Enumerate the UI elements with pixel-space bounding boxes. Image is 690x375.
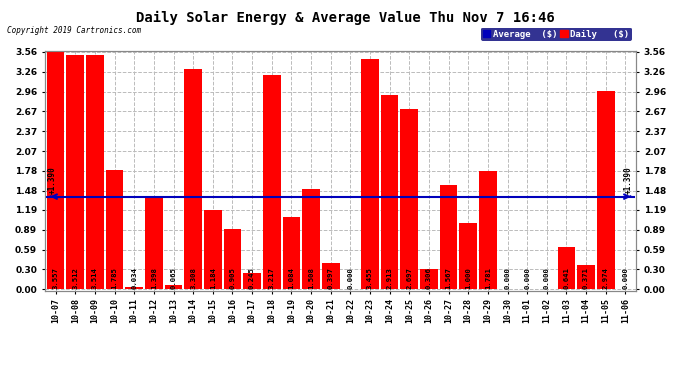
Bar bbox=[460, 223, 477, 289]
Text: +1.390: +1.390 bbox=[48, 166, 57, 194]
Text: 3.557: 3.557 bbox=[52, 267, 59, 289]
Text: 0.371: 0.371 bbox=[583, 267, 589, 289]
Bar bbox=[224, 229, 241, 289]
Bar bbox=[66, 55, 84, 289]
Text: 1.398: 1.398 bbox=[151, 267, 157, 289]
Bar bbox=[361, 59, 379, 289]
Bar bbox=[244, 273, 261, 289]
Text: 3.512: 3.512 bbox=[72, 267, 78, 289]
Bar bbox=[263, 75, 281, 289]
Bar bbox=[86, 55, 104, 289]
Text: 0.905: 0.905 bbox=[230, 267, 235, 289]
Bar bbox=[420, 269, 437, 289]
Text: 1.785: 1.785 bbox=[112, 267, 117, 289]
Bar bbox=[283, 217, 300, 289]
Text: 0.000: 0.000 bbox=[544, 267, 550, 289]
Bar bbox=[440, 185, 457, 289]
Text: 3.455: 3.455 bbox=[367, 267, 373, 289]
Text: 2.974: 2.974 bbox=[603, 267, 609, 289]
Bar bbox=[126, 287, 143, 289]
Text: 1.000: 1.000 bbox=[465, 267, 471, 289]
Text: Copyright 2019 Cartronics.com: Copyright 2019 Cartronics.com bbox=[7, 26, 141, 35]
Bar bbox=[400, 110, 418, 289]
Bar bbox=[381, 95, 398, 289]
Text: 1.084: 1.084 bbox=[288, 267, 295, 289]
Bar bbox=[578, 264, 595, 289]
Text: 1.184: 1.184 bbox=[210, 267, 216, 289]
Legend: Average  ($), Daily   ($): Average ($), Daily ($) bbox=[481, 27, 631, 41]
Bar bbox=[47, 52, 64, 289]
Bar bbox=[479, 171, 497, 289]
Text: 0.245: 0.245 bbox=[249, 267, 255, 289]
Text: 0.000: 0.000 bbox=[504, 267, 511, 289]
Bar bbox=[302, 189, 320, 289]
Bar bbox=[558, 246, 575, 289]
Bar bbox=[106, 170, 124, 289]
Text: 1.781: 1.781 bbox=[485, 267, 491, 289]
Bar bbox=[165, 285, 182, 289]
Text: 3.217: 3.217 bbox=[269, 267, 275, 289]
Text: 1.567: 1.567 bbox=[446, 267, 451, 289]
Text: 3.308: 3.308 bbox=[190, 267, 196, 289]
Text: 0.000: 0.000 bbox=[524, 267, 530, 289]
Text: 0.065: 0.065 bbox=[170, 267, 177, 289]
Text: Daily Solar Energy & Average Value Thu Nov 7 16:46: Daily Solar Energy & Average Value Thu N… bbox=[136, 11, 554, 26]
Text: 1.508: 1.508 bbox=[308, 267, 314, 289]
Text: 0.306: 0.306 bbox=[426, 267, 432, 289]
Text: 0.641: 0.641 bbox=[564, 267, 569, 289]
Bar bbox=[597, 91, 615, 289]
Text: 0.000: 0.000 bbox=[347, 267, 353, 289]
Bar bbox=[204, 210, 221, 289]
Bar bbox=[322, 263, 339, 289]
Bar bbox=[184, 69, 202, 289]
Text: 0.000: 0.000 bbox=[622, 267, 629, 289]
Text: 2.697: 2.697 bbox=[406, 267, 412, 289]
Text: 3.514: 3.514 bbox=[92, 267, 98, 289]
Text: +1.390: +1.390 bbox=[624, 166, 633, 194]
Text: 0.397: 0.397 bbox=[328, 267, 334, 289]
Text: 2.913: 2.913 bbox=[386, 267, 393, 289]
Bar bbox=[145, 196, 163, 289]
Text: 0.034: 0.034 bbox=[131, 267, 137, 289]
